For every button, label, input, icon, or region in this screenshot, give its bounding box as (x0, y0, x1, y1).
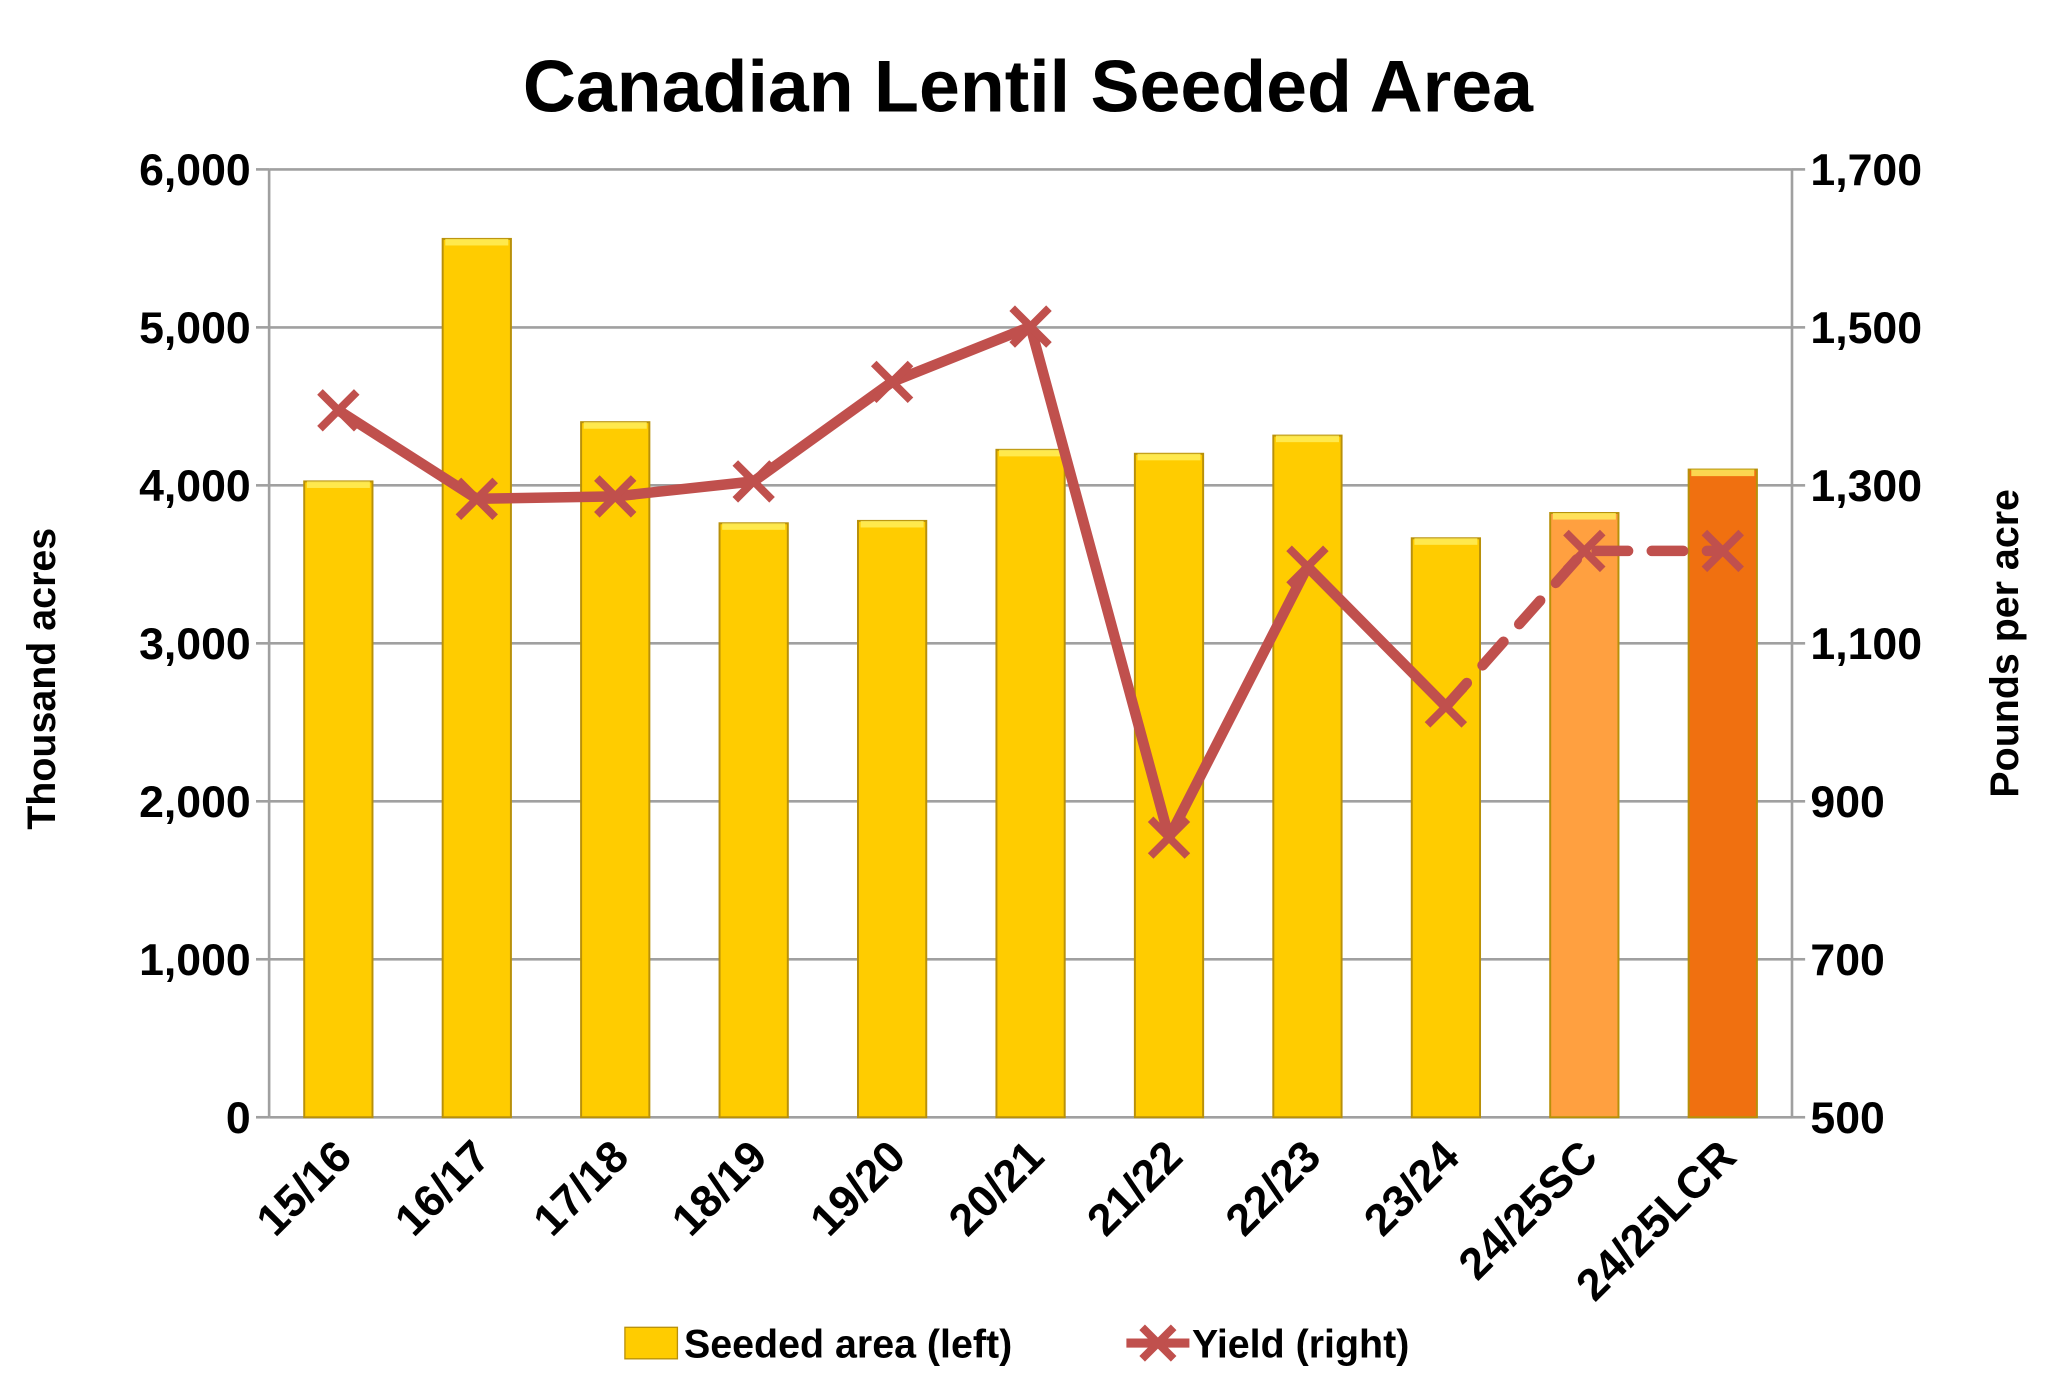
y-axis-label: Thousand acres (20, 528, 64, 830)
bar-highlight (999, 449, 1063, 457)
legend: Seeded area (left) Yield (right) (624, 1323, 1409, 1367)
bar (1410, 537, 1482, 1119)
yield-marker (1147, 816, 1191, 859)
bar-highlight (722, 523, 786, 530)
y2-tick-label: 1,500 (1810, 304, 1922, 353)
y-tick-label: 4,000 (139, 462, 251, 511)
yield-marker (732, 460, 775, 503)
bar (718, 522, 789, 1119)
y-tick-label: 3,000 (139, 620, 251, 669)
yield-marker (1424, 685, 1468, 728)
yield-marker (455, 477, 498, 520)
bar-highlight (306, 481, 370, 488)
bar (1272, 434, 1343, 1119)
bar (580, 421, 651, 1119)
x-tick-label: 18/19 (663, 1132, 777, 1246)
x-tick-label: 21/22 (1078, 1132, 1192, 1246)
chart-title: Canadian Lentil Seeded Area (523, 45, 1534, 128)
bar-highlight (1552, 513, 1616, 520)
x-tick-label: 19/20 (801, 1132, 915, 1246)
legend-swatch-seeded-area (624, 1326, 679, 1360)
x-tick-label: 22/23 (1217, 1132, 1331, 1246)
yield-marker (1563, 529, 1606, 573)
x-tick-label: 16/17 (386, 1132, 500, 1246)
bar (1549, 512, 1620, 1119)
bar-highlight (1414, 538, 1478, 545)
x-tick-label: 23/24 (1355, 1132, 1469, 1246)
x-tick-label: 15/16 (248, 1132, 362, 1246)
bar-highlight (1137, 453, 1201, 461)
bar-highlight (445, 238, 509, 246)
y2-tick-label: 700 (1810, 936, 1884, 985)
y2-tick-label: 1,700 (1810, 146, 1922, 195)
bar-highlight (860, 520, 924, 528)
bar (1687, 468, 1758, 1119)
legend-label-seeded-area: Seeded area (left) (684, 1323, 1012, 1367)
legend-label-yield: Yield (right) (1192, 1323, 1409, 1367)
x-tick-label: 20/21 (940, 1132, 1054, 1246)
bar-highlight (1275, 435, 1339, 443)
bar-highlight (1691, 469, 1755, 477)
y2-tick-label: 1,100 (1810, 620, 1922, 669)
yield-line-dashed (1440, 545, 1729, 712)
y2-tick-label: 1,300 (1810, 462, 1922, 511)
yield-marker (317, 389, 360, 432)
y2-axis-label: Pounds per acre (1983, 489, 2027, 798)
yield-marker (1286, 545, 1329, 588)
yield-marker (870, 360, 914, 404)
y-tick-label: 2,000 (139, 778, 251, 827)
y2-tick-label: 500 (1810, 1094, 1884, 1143)
bar (857, 519, 928, 1119)
yield-marker (594, 475, 637, 518)
bar (303, 480, 374, 1119)
y2-tick-label: 900 (1810, 778, 1884, 827)
bar (995, 448, 1066, 1119)
y-tick-label: 6,000 (139, 146, 251, 195)
bar (441, 237, 512, 1119)
yield-marker (1009, 305, 1052, 348)
yield-marker (1701, 529, 1744, 573)
y-tick-label: 1,000 (139, 936, 251, 985)
bar-highlight (583, 422, 647, 429)
y-tick-label: 0 (226, 1094, 251, 1143)
legend-marker-yield (1139, 1324, 1177, 1362)
x-tick-label: 17/18 (524, 1132, 638, 1246)
y-tick-label: 5,000 (139, 304, 251, 353)
